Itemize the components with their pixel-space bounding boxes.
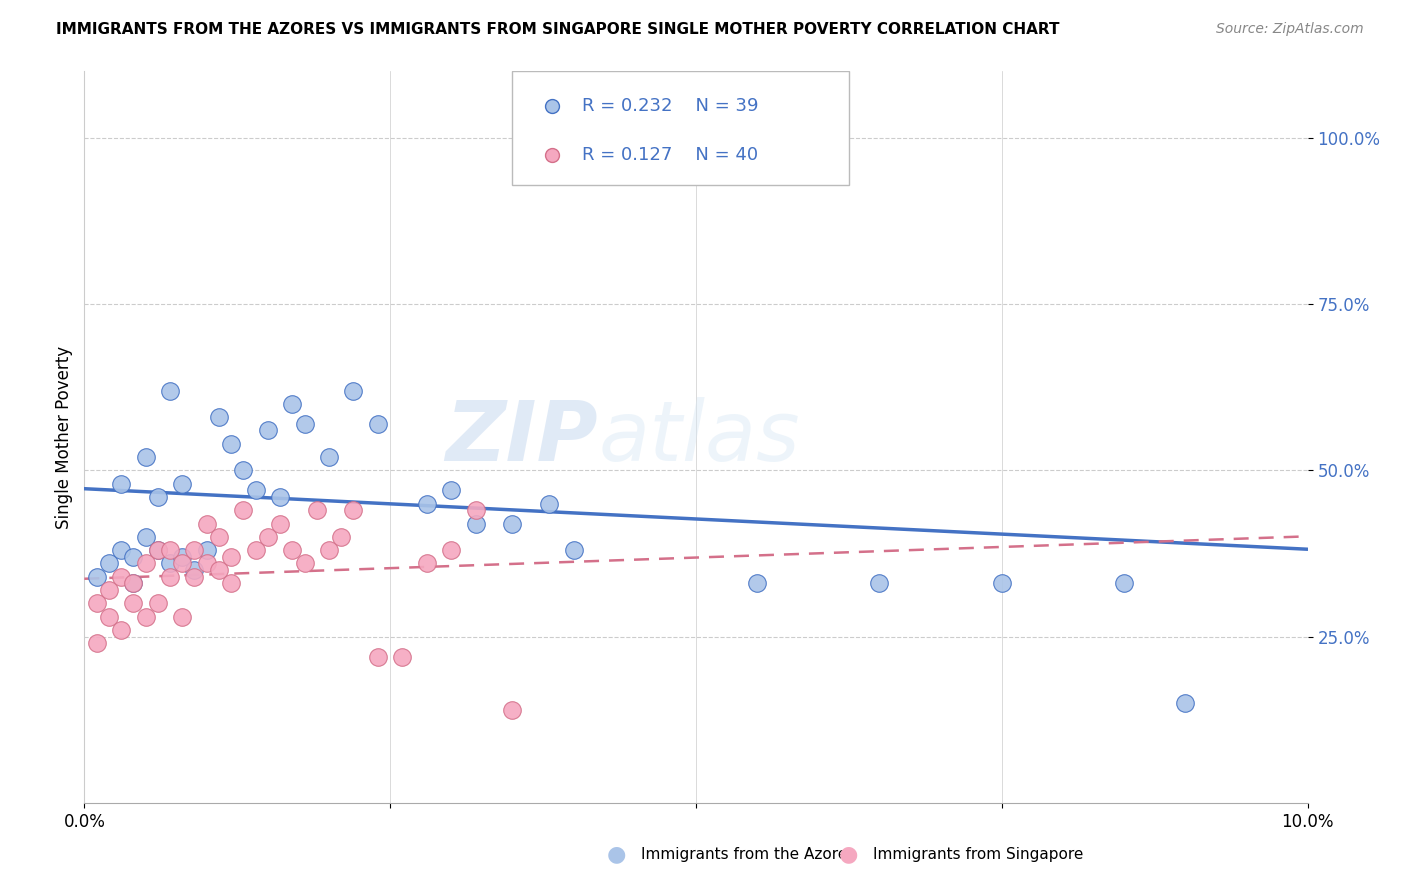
Point (219, 436, 242, 450)
Point (183, 570, 205, 584)
Point (257, 424, 280, 438)
Point (1114, 576, 1136, 591)
Point (208, 410, 231, 425)
Point (257, 530, 280, 544)
Point (97, 557, 120, 571)
Point (391, 649, 413, 664)
Point (269, 516, 291, 531)
Point (172, 549, 194, 564)
Point (440, 483, 463, 498)
Point (183, 563, 205, 577)
Point (110, 476, 132, 491)
Point (135, 609, 157, 624)
Point (146, 543, 169, 558)
Point (269, 490, 291, 504)
Text: Immigrants from Singapore: Immigrants from Singapore (873, 847, 1084, 862)
Point (305, 503, 328, 517)
Point (232, 463, 254, 477)
Point (86, 636, 108, 650)
Point (245, 543, 267, 558)
Point (318, 543, 340, 558)
Point (342, 503, 364, 517)
Text: R = 0.127    N = 40: R = 0.127 N = 40 (582, 146, 758, 164)
Point (86, 570, 108, 584)
Point (172, 476, 194, 491)
Point (991, 576, 1014, 591)
Text: IMMIGRANTS FROM THE AZORES VS IMMIGRANTS FROM SINGAPORE SINGLE MOTHER POVERTY CO: IMMIGRANTS FROM THE AZORES VS IMMIGRANTS… (56, 22, 1060, 37)
Text: atlas: atlas (598, 397, 800, 477)
Point (122, 596, 145, 610)
Point (159, 543, 181, 558)
Text: ZIP: ZIP (446, 397, 598, 477)
Point (281, 543, 304, 558)
Point (232, 503, 254, 517)
Point (502, 703, 524, 717)
Point (135, 530, 157, 544)
Point (318, 450, 340, 464)
Point (562, 543, 585, 558)
Point (1174, 696, 1197, 710)
Point (122, 549, 145, 564)
Text: ●: ● (839, 844, 859, 864)
Point (342, 384, 364, 398)
Point (86, 596, 108, 610)
Point (135, 557, 157, 571)
Point (208, 563, 231, 577)
Point (538, 497, 561, 511)
Point (110, 543, 132, 558)
Point (416, 557, 439, 571)
Point (464, 516, 486, 531)
Point (122, 576, 145, 591)
Point (135, 450, 157, 464)
Point (172, 557, 194, 571)
Point (183, 543, 205, 558)
Point (159, 557, 181, 571)
Point (97, 582, 120, 597)
FancyBboxPatch shape (513, 71, 849, 185)
Point (146, 490, 169, 504)
Point (159, 570, 181, 584)
Point (245, 483, 267, 498)
Point (747, 576, 769, 591)
Point (367, 649, 389, 664)
Point (110, 570, 132, 584)
Point (464, 503, 486, 517)
Point (146, 543, 169, 558)
Point (97, 609, 120, 624)
Text: ●: ● (607, 844, 626, 864)
Point (122, 576, 145, 591)
Point (172, 609, 194, 624)
Text: Immigrants from the Azores: Immigrants from the Azores (641, 847, 855, 862)
Y-axis label: Single Mother Poverty: Single Mother Poverty (55, 345, 73, 529)
Point (807, 151, 830, 165)
Point (367, 417, 389, 431)
Point (146, 596, 169, 610)
Point (159, 384, 181, 398)
Point (416, 497, 439, 511)
Point (294, 557, 316, 571)
Point (195, 516, 218, 531)
Text: R = 0.232    N = 39: R = 0.232 N = 39 (582, 97, 759, 115)
Point (330, 530, 353, 544)
Point (110, 623, 132, 637)
Text: Source: ZipAtlas.com: Source: ZipAtlas.com (1216, 22, 1364, 37)
Point (294, 417, 316, 431)
Point (502, 516, 524, 531)
Point (195, 557, 218, 571)
Point (195, 543, 218, 558)
Point (208, 530, 231, 544)
Point (869, 576, 891, 591)
Point (219, 576, 242, 591)
Point (281, 397, 304, 411)
Point (440, 543, 463, 558)
Point (219, 549, 242, 564)
